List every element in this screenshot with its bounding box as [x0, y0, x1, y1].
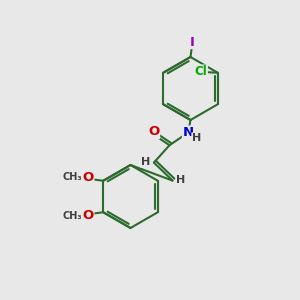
Text: O: O	[148, 125, 160, 139]
Text: I: I	[190, 35, 194, 49]
Text: O: O	[82, 171, 94, 184]
Text: N: N	[182, 126, 194, 139]
Text: CH₃: CH₃	[63, 172, 82, 182]
Text: O: O	[82, 209, 94, 222]
Text: H: H	[192, 133, 201, 143]
Text: H: H	[176, 175, 185, 185]
Text: H: H	[141, 157, 150, 167]
Text: Cl: Cl	[195, 65, 207, 78]
Text: CH₃: CH₃	[63, 211, 82, 221]
